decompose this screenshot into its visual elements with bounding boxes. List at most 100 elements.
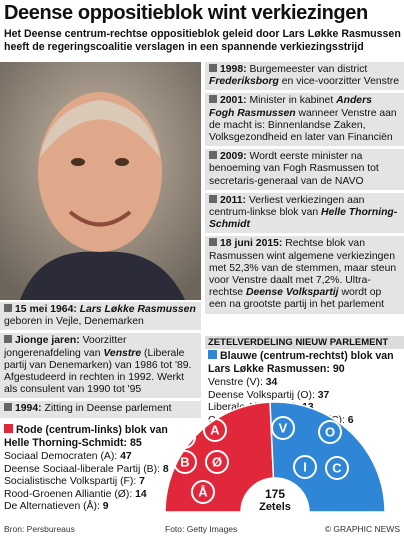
party-badge: [318, 420, 342, 444]
entry: 15 mei 1964: Lars Løkke Rasmussen gebore…: [0, 302, 201, 331]
party-seats: 8: [162, 463, 169, 475]
block-name: Rode (centrum-links) blok van Helle Thor…: [4, 424, 168, 449]
party-name: De Alternatieven (Å):: [4, 501, 100, 512]
emphasis: Lars Løkke Rasmussen: [79, 304, 196, 315]
block-name: Blauwe (centrum-rechtst) blok van Lars L…: [208, 350, 394, 375]
block-header: Blauwe (centrum-rechtst) blok van Lars L…: [208, 350, 404, 375]
block-seats: 85: [129, 436, 142, 449]
entry: 2001: Minister in kabinet Anders Fogh Ra…: [205, 93, 404, 147]
party-row: Venstre (V): 34: [208, 377, 404, 390]
seat-wedge: [269, 401, 386, 513]
seat-wedge: [165, 401, 275, 513]
block-seats: 90: [332, 362, 345, 375]
red-block: Rode (centrum-links) blok van Helle Thor…: [4, 424, 194, 514]
party-seats: 6: [347, 414, 354, 426]
party-name: Venstre (V):: [208, 377, 263, 388]
text: Wordt eerste minister na benoeming van F…: [209, 151, 379, 187]
text: Verliest verkiezingen aan centrum-linkse…: [209, 194, 365, 219]
emphasis: Frederiksborg: [209, 76, 279, 88]
party-letter: Ø: [212, 455, 222, 470]
party-letter: B: [180, 455, 189, 470]
party-name: Socialistische Volkspartij (F):: [4, 476, 137, 487]
party-row: Sociaal Democraten (A): 47: [4, 451, 194, 464]
party-badge: [203, 418, 227, 442]
seats-heading: ZETELVERDELING NIEUW PARLEMENT: [205, 336, 404, 349]
entry: Jionge jaren: Voorzitter jongerenafdelin…: [0, 333, 201, 399]
block-header: Rode (centrum-links) blok van Helle Thor…: [4, 424, 194, 449]
date: Jionge jaren:: [4, 335, 80, 346]
text: Voorzitter jongerenafdeling van: [4, 335, 127, 359]
party-seats: 7: [139, 476, 145, 487]
early-life: 15 mei 1964: Lars Løkke Rasmussen gebore…: [0, 302, 201, 418]
date: 15 mei 1964:: [4, 304, 77, 315]
text: Zitting in Deense parlement: [44, 403, 172, 415]
party-seats: 14: [135, 488, 147, 500]
party-badge: [191, 480, 215, 504]
party-row: Rood-Groenen Alliantie (Ø): 14: [4, 489, 194, 502]
date: 1998:: [209, 64, 247, 75]
party-letter: F: [180, 430, 188, 445]
party-letter: C: [332, 461, 342, 476]
entry: 18 juni 2015: Rechtse blok van Rasmussen…: [205, 236, 404, 314]
total-seats: 175: [265, 487, 285, 501]
party-row: De Alternatieven (Å): 9: [4, 501, 194, 514]
party-name: Deense Volkspartij (O):: [208, 389, 315, 401]
text: wordt op een na grootste partij in het p…: [209, 287, 385, 311]
emphasis: Deense Volkspartij: [245, 287, 339, 299]
party-seats: 34: [265, 377, 278, 388]
date: 18 juni 2015:: [209, 238, 282, 249]
title: Deense oppositieblok wint verkiezingen: [4, 2, 368, 24]
date: 2011:: [209, 195, 246, 206]
credit: © GRAPHIC NEWS: [324, 524, 400, 534]
party-seats: 9: [102, 501, 109, 512]
text: (Liberale partij van Denemarken) van 198…: [4, 347, 192, 396]
entry: 2011: Verliest verkiezingen aan centrum-…: [205, 192, 404, 234]
party-badge: [325, 456, 349, 480]
text: geboren in Vejle, Denemarken: [4, 316, 144, 328]
party-badge: [173, 450, 197, 474]
party-letter: A: [210, 423, 220, 438]
party-letter: I: [303, 460, 307, 475]
subtitle: Het Deense centrum-rechtse oppositieblok…: [4, 28, 401, 53]
party-letter: V: [279, 421, 288, 436]
text: en vice-voorzitter Venstre: [278, 76, 399, 88]
date: 2001:: [209, 95, 247, 106]
party-row: Deense Sociaal-liberale Partij (B): 8: [4, 464, 194, 477]
party-badge: [205, 450, 229, 474]
text: Burgemeester van district: [249, 64, 368, 75]
entry: 2009: Wordt eerste minister na benoeming…: [205, 149, 404, 190]
text: Minister in kabinet: [249, 95, 337, 107]
date: 2009:: [209, 151, 247, 162]
emphasis: Anders Fogh Rasmussen: [209, 95, 372, 119]
emphasis: Helle Thorning-Schmidt: [209, 207, 398, 231]
party-letter: Å: [198, 485, 208, 500]
hub: [243, 480, 307, 512]
party-list: Sociaal Democraten (A): 47 Deense Sociaal…: [4, 451, 194, 514]
party-badge: [172, 425, 196, 449]
source: Bron: Persbureaus: [4, 524, 75, 534]
timeline: 1998: Burgemeester van district Frederik…: [205, 62, 404, 314]
party-seats: 37: [317, 389, 330, 401]
photo: [0, 62, 201, 300]
total-label: Zetels: [259, 501, 291, 513]
party-row: Deense Volkspartij (O): 37: [208, 390, 404, 403]
party-name: Sociaal Democraten (A):: [4, 451, 118, 462]
party-badge: [293, 455, 317, 479]
party-letter: O: [325, 425, 335, 440]
swatch: [208, 350, 217, 359]
party-name: Deense Sociaal-liberale Partij (B):: [4, 463, 160, 475]
party-seats: 47: [120, 451, 132, 462]
emphasis: Venstre: [103, 347, 142, 359]
text: wanneer Venstre aan de macht is: Binnenl…: [209, 107, 397, 144]
party-name: Rood-Groenen Alliantie (Ø):: [4, 488, 133, 500]
photo-credit: Foto: Getty Images: [165, 524, 238, 534]
party-badge: [271, 416, 295, 440]
text: Rechtse blok van Rasmussen wint algemene…: [209, 238, 397, 299]
party-row: Socialistische Volkspartij (F): 7: [4, 476, 194, 489]
date: 1994:: [4, 403, 42, 414]
entry: 1998: Burgemeester van district Frederik…: [205, 62, 404, 91]
swatch: [4, 424, 13, 433]
entry: 1994: Zitting in Deense parlement: [0, 401, 201, 418]
